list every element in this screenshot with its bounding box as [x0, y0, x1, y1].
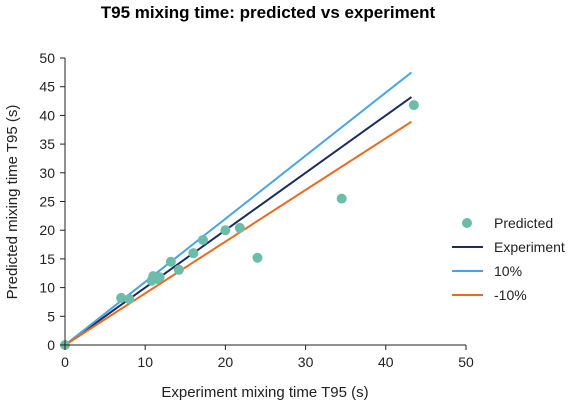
data-point	[220, 225, 231, 236]
y-tick-label: 15	[39, 251, 55, 267]
chart-title: T95 mixing time: predicted vs experiment	[101, 3, 436, 22]
data-point	[188, 248, 199, 259]
x-tick-group: 0 10 20 30 40 50	[61, 345, 474, 370]
y-tick-label: 10	[39, 280, 55, 296]
y-tick-label: 45	[39, 79, 55, 95]
y-tick-group: 0 5 10 15 20 25 30 35 40 45 50	[39, 50, 65, 353]
line-experiment	[64, 96, 413, 346]
y-axis-label: Predicted mixing time T95 (s)	[4, 105, 21, 300]
data-point	[234, 222, 245, 233]
data-point	[336, 193, 347, 204]
x-tick-label: 10	[137, 354, 153, 370]
x-tick-label: 50	[458, 354, 474, 370]
y-tick-label: 35	[39, 136, 55, 152]
y-tick-label: 25	[39, 194, 55, 210]
legend-swatch-predicted	[462, 218, 472, 228]
legend: Predicted Experiment 10% -10%	[452, 215, 565, 303]
y-tick-label: 20	[39, 222, 55, 238]
data-point	[124, 294, 135, 305]
data-point	[197, 234, 208, 245]
y-tick-label: 50	[39, 50, 55, 66]
legend-label-experiment: Experiment	[494, 239, 565, 255]
x-axis-label: Experiment mixing time T95 (s)	[161, 384, 368, 401]
data-point	[408, 100, 419, 111]
data-point	[252, 252, 263, 263]
legend-label-predicted: Predicted	[494, 215, 553, 231]
legend-label-10pct: -10%	[494, 287, 527, 303]
x-tick-label: 40	[378, 354, 394, 370]
y-tick-label: 40	[39, 107, 55, 123]
legend-label-10pct: 10%	[494, 263, 522, 279]
x-tick-label: 0	[61, 354, 69, 370]
x-tick-label: 20	[218, 354, 234, 370]
data-point	[154, 272, 165, 283]
y-tick-label: 30	[39, 165, 55, 181]
y-tick-label: 0	[47, 337, 55, 353]
y-tick-label: 5	[47, 308, 55, 324]
plot-area	[60, 71, 419, 350]
x-tick-label: 30	[298, 354, 314, 370]
data-point	[116, 292, 127, 303]
line-10pct	[64, 120, 413, 346]
data-point	[165, 256, 176, 267]
data-point	[173, 264, 184, 275]
line-10pct	[64, 71, 413, 346]
